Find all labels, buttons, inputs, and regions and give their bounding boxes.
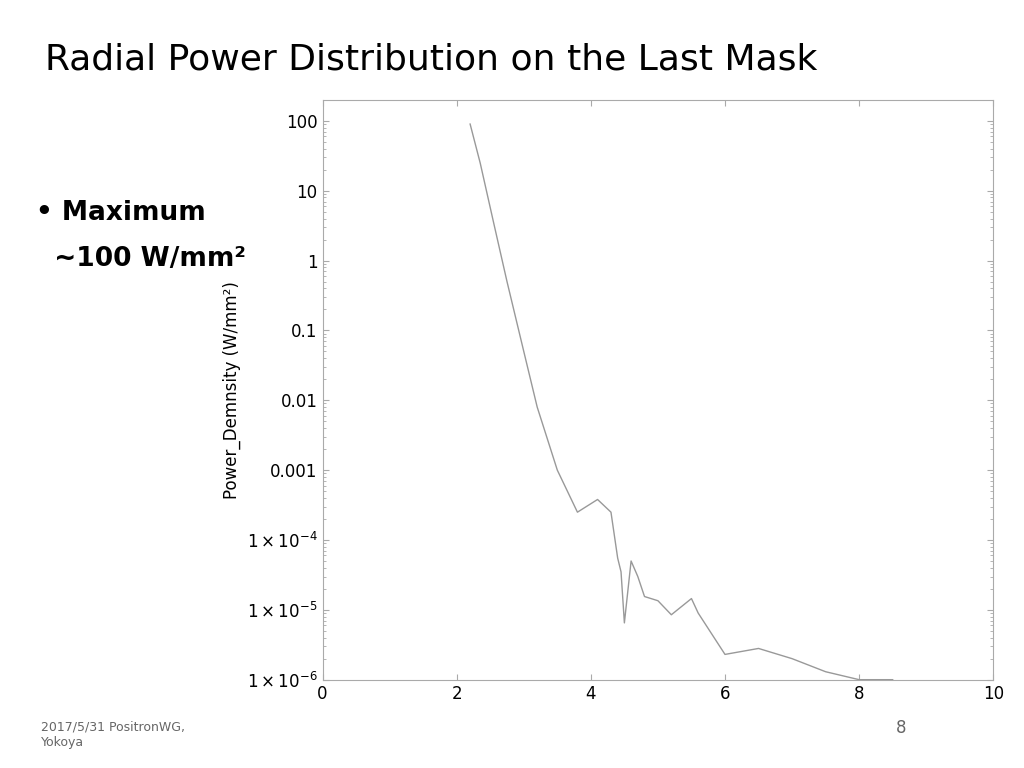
Text: 2017/5/31 PositronWG,
Yokoya: 2017/5/31 PositronWG, Yokoya xyxy=(41,721,185,749)
Text: ~100 W/mm²: ~100 W/mm² xyxy=(36,246,246,272)
Text: 8: 8 xyxy=(896,720,906,737)
Y-axis label: Power_Demnsity (W/mm²): Power_Demnsity (W/mm²) xyxy=(223,281,242,498)
Text: Radial Power Distribution on the Last Mask: Radial Power Distribution on the Last Ma… xyxy=(45,42,817,77)
Text: • Maximum: • Maximum xyxy=(36,200,206,226)
